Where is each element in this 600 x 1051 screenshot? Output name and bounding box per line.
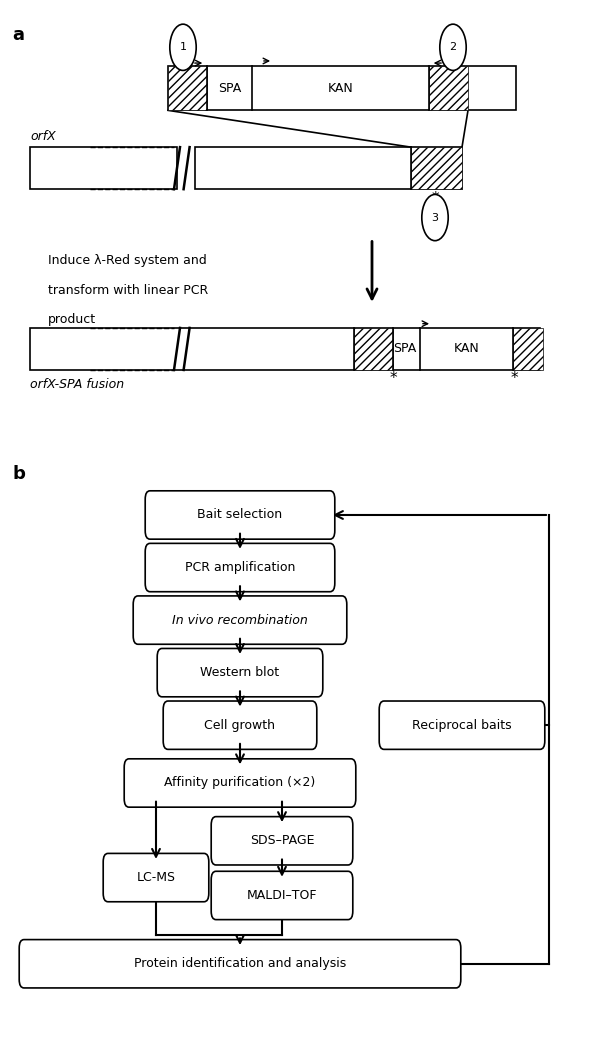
FancyBboxPatch shape: [145, 543, 335, 592]
FancyBboxPatch shape: [379, 701, 545, 749]
Text: MALDI–TOF: MALDI–TOF: [247, 889, 317, 902]
Bar: [168, 66, 207, 110]
Text: product: product: [48, 313, 96, 326]
FancyBboxPatch shape: [211, 871, 353, 920]
Text: b: b: [12, 465, 25, 482]
Circle shape: [170, 24, 196, 70]
Text: *: *: [389, 371, 397, 386]
Bar: [168, 66, 516, 110]
Text: Western blot: Western blot: [200, 666, 280, 679]
Bar: [513, 328, 543, 370]
FancyBboxPatch shape: [133, 596, 347, 644]
Circle shape: [440, 24, 466, 70]
Circle shape: [422, 194, 448, 241]
FancyBboxPatch shape: [19, 940, 461, 988]
FancyBboxPatch shape: [211, 817, 353, 865]
FancyBboxPatch shape: [124, 759, 356, 807]
Text: LC-MS: LC-MS: [137, 871, 176, 884]
FancyBboxPatch shape: [163, 701, 317, 749]
Text: orfX-SPA fusion: orfX-SPA fusion: [30, 378, 124, 391]
Bar: [411, 147, 462, 189]
Bar: [30, 328, 540, 370]
FancyBboxPatch shape: [145, 491, 335, 539]
Text: orfX: orfX: [30, 130, 56, 143]
Text: KAN: KAN: [328, 82, 353, 95]
Text: SDS–PAGE: SDS–PAGE: [250, 834, 314, 847]
Text: 2: 2: [449, 42, 457, 53]
Text: Induce λ-Red system and: Induce λ-Red system and: [48, 254, 207, 267]
Text: transform with linear PCR: transform with linear PCR: [48, 284, 208, 296]
Text: 1: 1: [179, 42, 187, 53]
Text: KAN: KAN: [454, 343, 479, 355]
Text: *: *: [431, 191, 439, 206]
Text: Affinity purification (×2): Affinity purification (×2): [164, 777, 316, 789]
Text: SPA: SPA: [218, 82, 241, 95]
Text: Bait selection: Bait selection: [197, 509, 283, 521]
Text: PCR amplification: PCR amplification: [185, 561, 295, 574]
Text: Reciprocal baits: Reciprocal baits: [412, 719, 512, 731]
Text: *: *: [511, 371, 518, 386]
Text: In vivo recombination: In vivo recombination: [172, 614, 308, 626]
FancyBboxPatch shape: [157, 648, 323, 697]
Text: a: a: [12, 26, 24, 44]
Bar: [30, 147, 177, 189]
Text: Protein identification and analysis: Protein identification and analysis: [134, 957, 346, 970]
Text: SPA: SPA: [394, 343, 416, 355]
Bar: [429, 66, 468, 110]
FancyBboxPatch shape: [103, 853, 209, 902]
Text: 3: 3: [431, 212, 439, 223]
Text: Cell growth: Cell growth: [205, 719, 275, 731]
Bar: [195, 147, 462, 189]
Bar: [354, 328, 393, 370]
